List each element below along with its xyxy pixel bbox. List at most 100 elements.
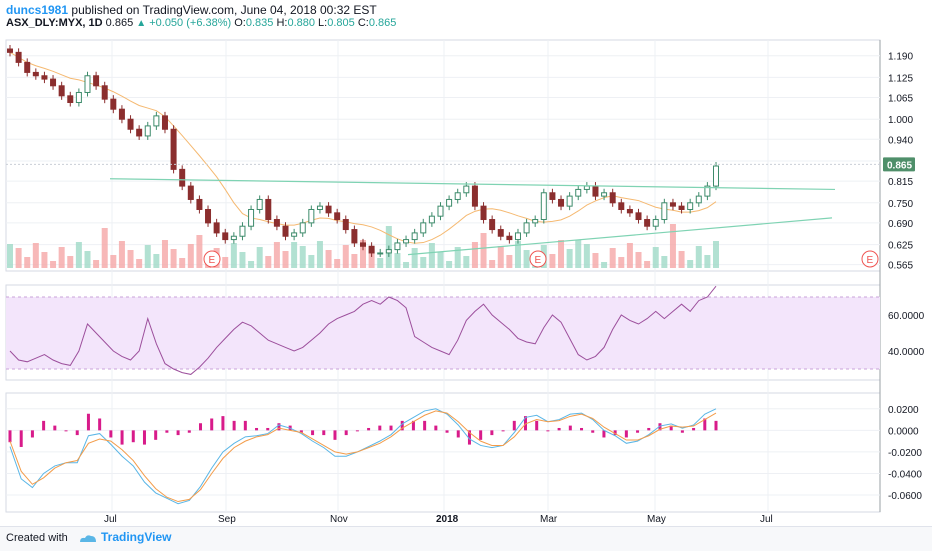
macd-histogram-bar xyxy=(86,413,90,431)
macd-tick-label: -0.0600 xyxy=(888,491,922,502)
macd-histogram-bar xyxy=(344,430,348,436)
candle-body xyxy=(187,185,194,200)
rsi-tick-label: 40.0000 xyxy=(888,347,925,358)
volume-bar xyxy=(669,224,676,268)
macd-histogram-bar xyxy=(64,430,68,432)
candle-body xyxy=(222,232,229,241)
earnings-marker-label: E xyxy=(535,255,542,266)
macd-histogram-bar xyxy=(658,423,662,431)
candle-body xyxy=(291,232,298,237)
time-axis-label: 2018 xyxy=(436,514,459,525)
signal-line xyxy=(9,410,717,503)
time-axis-label: Nov xyxy=(330,514,348,525)
candle-body xyxy=(678,205,685,210)
volume-bar xyxy=(471,242,478,268)
candle-body xyxy=(566,195,573,207)
macd-histogram-bar xyxy=(98,418,102,431)
close-value: 0.865 xyxy=(368,17,397,29)
candle-body xyxy=(652,219,659,227)
candle-body xyxy=(661,202,668,221)
macd-histogram-bar xyxy=(277,423,281,431)
candle-body xyxy=(325,205,332,214)
macd-histogram-bar xyxy=(42,420,46,431)
candle-body xyxy=(695,195,702,204)
volume-bar xyxy=(196,235,203,268)
volume-bar xyxy=(695,246,702,268)
open-value: 0.835 xyxy=(245,17,274,29)
candle-body xyxy=(179,168,186,187)
candle-body xyxy=(136,128,143,137)
candle-body xyxy=(411,232,418,241)
volume-bar xyxy=(592,253,599,268)
macd-histogram-bar xyxy=(30,430,34,438)
change-value: +0.050 (+6.38%) xyxy=(149,17,232,29)
macd-histogram-bar xyxy=(467,430,471,445)
macd-histogram-bar xyxy=(714,420,718,431)
macd-histogram-bar xyxy=(165,430,169,433)
price-tick-label: 0.625 xyxy=(888,241,913,252)
volume-bar xyxy=(299,246,306,268)
macd-histogram-bar xyxy=(378,425,382,431)
volume-bar xyxy=(566,249,573,268)
macd-histogram-bar xyxy=(692,427,696,431)
chart-canvas[interactable]: 1.1901.1251.0651.0000.9400.8750.8150.750… xyxy=(0,0,932,526)
macd-histogram-bar xyxy=(210,418,214,431)
volume-bar xyxy=(360,240,366,268)
volume-bar xyxy=(325,250,332,268)
candle-body xyxy=(368,245,375,254)
macd-histogram-bar xyxy=(199,423,203,431)
candle-body xyxy=(583,185,590,190)
volume-bar xyxy=(601,262,608,268)
volume-bar xyxy=(136,259,143,268)
candle-body xyxy=(514,232,521,241)
earnings-marker-label: E xyxy=(867,255,874,266)
price-tick-label: 1.065 xyxy=(888,93,913,104)
volume-bar xyxy=(179,258,186,268)
volume-bar xyxy=(84,251,91,268)
macd-histogram-bar xyxy=(266,427,270,431)
ohlc-line: ASX_DLY:MYX, 1D 0.865 ▲ +0.050 (+6.38%) … xyxy=(6,17,396,29)
volume-bar xyxy=(93,260,100,268)
volume-bar xyxy=(291,242,298,268)
macd-histogram-bar xyxy=(367,427,371,431)
candle-body xyxy=(420,222,427,234)
macd-histogram-bar xyxy=(187,430,191,433)
candle-body xyxy=(161,115,168,130)
candle-body xyxy=(153,115,160,127)
low-label: L: xyxy=(318,17,328,29)
macd-histogram-bar xyxy=(568,425,572,431)
candle-body xyxy=(506,235,513,241)
macd-histogram-bar xyxy=(680,430,684,433)
pane-frame-2 xyxy=(5,392,881,513)
candle-body xyxy=(609,192,616,204)
candle-body xyxy=(308,208,315,224)
macd-histogram-bar xyxy=(400,420,404,431)
volume-bar xyxy=(497,246,504,268)
macd-histogram-bar xyxy=(423,420,427,431)
candle-body xyxy=(15,51,22,63)
price-tick-label: 0.750 xyxy=(888,199,913,210)
macd-histogram-bar xyxy=(456,430,460,438)
macd-histogram-bar xyxy=(243,420,247,431)
volume-bar xyxy=(342,245,349,268)
earnings-marker xyxy=(529,250,547,268)
macd-histogram-bar xyxy=(613,430,617,436)
macd-tick-label: 0.0000 xyxy=(888,426,919,437)
macd-histogram-bar xyxy=(299,430,303,433)
volume-bar xyxy=(652,247,659,268)
macd-histogram-bar xyxy=(109,430,113,438)
candle-body xyxy=(84,75,91,93)
author-link[interactable]: duncs1981 xyxy=(6,3,69,17)
candle-body xyxy=(713,165,719,187)
tradingview-logo[interactable]: TradingView xyxy=(78,530,171,544)
price-tick-label: 1.190 xyxy=(888,52,913,63)
volume-bar xyxy=(463,256,470,268)
macd-histogram-bar xyxy=(142,430,146,445)
macd-histogram-bar xyxy=(501,430,505,432)
price-tick-label: 0.940 xyxy=(888,135,913,146)
candle-body xyxy=(489,219,496,231)
candle-body xyxy=(644,219,651,227)
volume-bar xyxy=(489,260,496,268)
volume-bar xyxy=(368,249,375,268)
macd-histogram-bar xyxy=(355,430,359,432)
